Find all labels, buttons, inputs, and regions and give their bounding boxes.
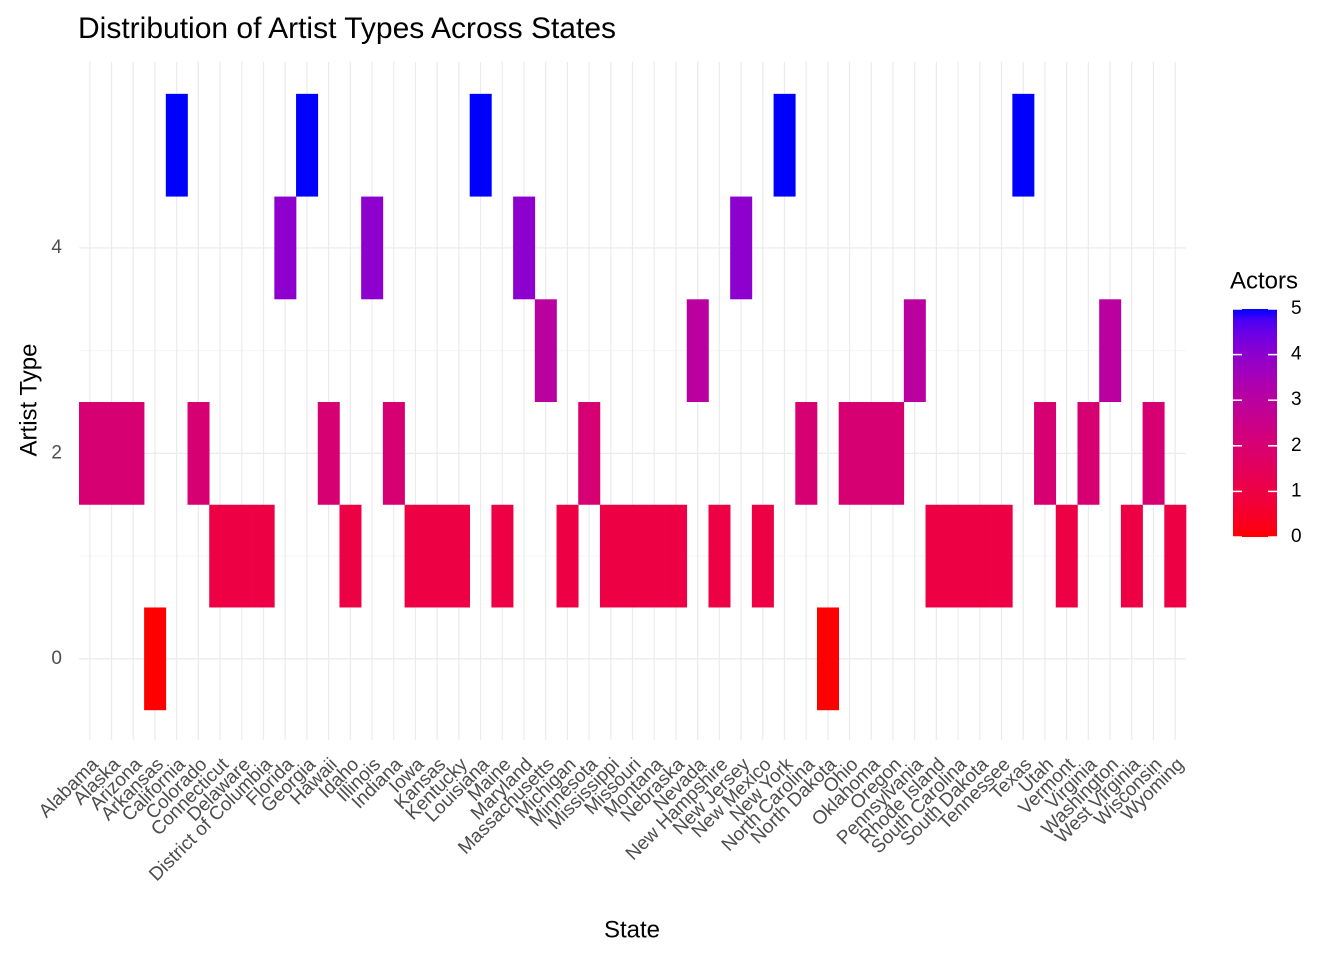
colorbar	[1233, 309, 1277, 537]
tile	[903, 299, 926, 403]
tile	[382, 402, 405, 505]
colorbar-label: 0	[1291, 526, 1302, 547]
tile	[361, 196, 384, 300]
tile	[448, 504, 471, 608]
tile	[491, 504, 514, 608]
tile	[100, 402, 123, 505]
tile	[1099, 299, 1122, 403]
tile	[144, 607, 167, 711]
tile	[1055, 504, 1078, 608]
tile	[1034, 402, 1057, 505]
tile	[187, 402, 210, 505]
tile	[838, 402, 861, 505]
tile	[122, 402, 145, 505]
y-tick-label: 2	[51, 442, 62, 463]
tile	[513, 196, 536, 300]
y-axis-title: Artist Type	[15, 344, 42, 457]
tile	[1120, 504, 1143, 608]
tile	[339, 504, 362, 608]
tile	[1164, 504, 1187, 608]
x-axis-title: State	[604, 916, 660, 943]
tiles	[79, 93, 1187, 711]
tile	[404, 504, 427, 608]
tile	[274, 196, 297, 300]
tile	[621, 504, 644, 608]
tile	[469, 93, 492, 197]
tile	[209, 504, 232, 608]
tile	[860, 402, 883, 505]
tile	[643, 504, 666, 608]
tile	[730, 196, 753, 300]
y-tick-label: 4	[51, 237, 62, 258]
tile	[968, 504, 991, 608]
colorbar-label: 4	[1291, 344, 1302, 365]
colorbar-label: 1	[1291, 480, 1302, 501]
tile	[947, 504, 970, 608]
y-tick-label: 0	[51, 648, 62, 669]
tile	[665, 504, 688, 608]
tile	[751, 504, 774, 608]
colorbar-label: 2	[1291, 435, 1302, 456]
tile	[925, 504, 948, 608]
tile	[317, 402, 340, 505]
tile	[686, 299, 709, 403]
tile	[1142, 402, 1165, 505]
legend-title: Actors	[1230, 267, 1298, 294]
tile	[990, 504, 1013, 608]
tile	[817, 607, 840, 711]
tile	[1012, 93, 1035, 197]
tile	[773, 93, 796, 197]
tile	[708, 504, 731, 608]
tile	[296, 93, 319, 197]
colorbar-label: 5	[1291, 298, 1302, 319]
chart-title: Distribution of Artist Types Across Stat…	[78, 12, 616, 45]
tile	[795, 402, 818, 505]
tile	[882, 402, 905, 505]
tile	[230, 504, 253, 608]
tile	[252, 504, 275, 608]
tile	[1077, 402, 1100, 505]
tile	[165, 93, 188, 197]
tile	[578, 402, 601, 505]
tile	[556, 504, 579, 608]
tile	[426, 504, 449, 608]
tile	[534, 299, 557, 403]
colorbar-label: 3	[1291, 389, 1302, 410]
grid-layer	[79, 62, 1186, 740]
tile	[599, 504, 622, 608]
tile	[79, 402, 102, 505]
